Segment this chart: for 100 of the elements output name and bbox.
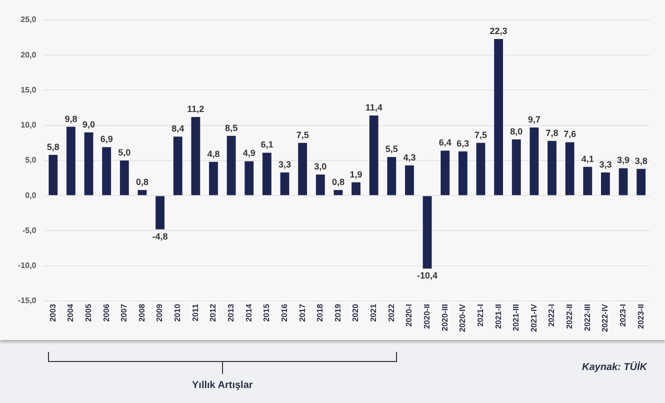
data-label: 7,8 [546,128,558,138]
y-tick-label: 0,0 [25,190,37,200]
bar [618,168,628,196]
x-tick-label: 2020-I [404,304,414,327]
x-tick-label: 2021 [369,303,378,322]
bar [352,182,360,196]
bar [226,136,236,196]
bar [565,142,574,196]
x-tick-label: 2017 [298,303,307,322]
y-tick-label: -15,0 [18,296,37,306]
x-tick-label: 2010 [173,303,182,322]
data-label: 3,0 [314,162,327,172]
x-tick-label: 2004 [66,303,76,322]
x-tick-label: 2016 [280,303,289,322]
x-tick-label: 2005 [84,303,93,322]
x-tick-label: 2021-III [512,304,521,332]
data-label: 6,1 [260,140,274,150]
bar [173,136,182,196]
x-tick-label: 2011 [190,303,200,322]
bar [120,160,129,196]
bar [262,152,272,196]
text: Kaynak: TÜİK [582,362,647,373]
y-tick-label: -5,0 [22,226,37,235]
x-tick-label: 2013 [226,303,236,322]
x-tick-label: 2007 [120,303,129,322]
data-label: -4,8 [152,231,168,242]
bar [422,196,432,269]
bar [458,151,468,196]
x-tick-label: 2003 [48,303,58,322]
x-tick-label: 2014 [244,303,254,322]
data-label: 7,6 [564,129,576,140]
bar [156,196,164,230]
bar [298,142,308,196]
x-tick-label: 2022-IV [600,303,610,332]
x-tick-label: 2022 [386,303,396,322]
x-tick-label: 2018 [316,303,325,322]
bar [191,116,200,196]
data-label: 9,7 [528,114,540,124]
bar [316,174,325,196]
x-tick-label: 2020-III [440,304,450,332]
y-tick-label: 15,0 [20,85,37,94]
y-tick-label: 10,0 [20,120,37,130]
data-label: 5,0 [118,147,131,158]
data-label: 11,4 [365,102,382,113]
bar [209,162,218,196]
x-tick-label: 2020-II [422,304,432,329]
data-label: 9,8 [64,114,78,124]
data-label: 11,2 [187,104,204,114]
data-label: 22,3 [490,26,508,36]
bar [84,132,94,196]
y-tick-label: -10,0 [18,261,37,270]
data-label: 8,0 [510,126,523,136]
bar [405,165,414,196]
bar [48,154,58,196]
x-tick-label: 2022-II [565,304,574,329]
x-tick-label: 2012 [208,303,218,322]
data-label: 4,9 [242,148,256,158]
bar [494,38,504,196]
bar [280,172,290,196]
data-label: 3,3 [278,159,292,170]
data-label: 1,9 [350,169,362,180]
data-label: 5,8 [46,142,60,152]
x-tick-label: 2009 [155,303,164,322]
data-label: 0,8 [332,176,344,187]
data-label: 4,8 [207,148,220,159]
data-label: 7,5 [474,130,487,140]
data-label: -10,4 [417,270,438,281]
bar [244,161,254,196]
bar [548,140,556,196]
data-label: 8,4 [172,124,184,134]
data-label: 4,3 [403,152,416,162]
bar [387,156,396,196]
data-label: 8,5 [225,122,238,133]
bar [512,139,521,196]
bar [476,142,486,196]
x-tick-label: 2015 [262,303,272,322]
x-tick-label: 2021-I [476,304,485,327]
x-tick-label: 2006 [102,303,111,322]
bar [636,168,646,196]
y-tick-label: 25,0 [20,15,37,24]
data-label: 5,5 [385,144,398,154]
x-tick-label: 2019 [333,303,342,322]
x-tick-label: 2022-III [582,304,592,332]
text: Yıllık Artışlar [191,380,254,391]
data-label: 9,0 [82,119,96,130]
bar [66,126,76,196]
bar [530,127,539,196]
x-tick-label: 2020-IV [458,303,468,332]
bar [138,190,147,196]
data-label: 3,9 [617,155,630,166]
x-tick-label: 2023-I [618,304,628,327]
bar [440,150,450,196]
bar [601,172,610,196]
x-tick-label: 2022-I [547,304,556,327]
bar [369,116,378,196]
x-tick-label: 2021-IV [529,303,538,332]
bar [583,166,592,196]
data-label: 0,8 [136,176,148,187]
data-label: 4,1 [581,154,594,164]
x-tick-label: 2008 [137,303,146,322]
